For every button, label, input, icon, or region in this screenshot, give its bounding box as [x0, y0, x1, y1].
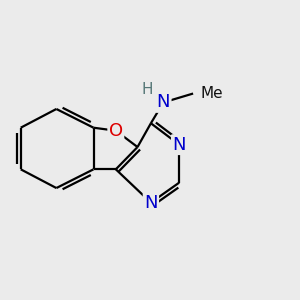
Text: N: N	[157, 93, 170, 111]
Text: Me: Me	[200, 86, 223, 101]
Text: O: O	[109, 122, 123, 140]
Text: H: H	[141, 82, 153, 97]
Text: N: N	[172, 136, 186, 154]
Text: N: N	[144, 194, 158, 211]
